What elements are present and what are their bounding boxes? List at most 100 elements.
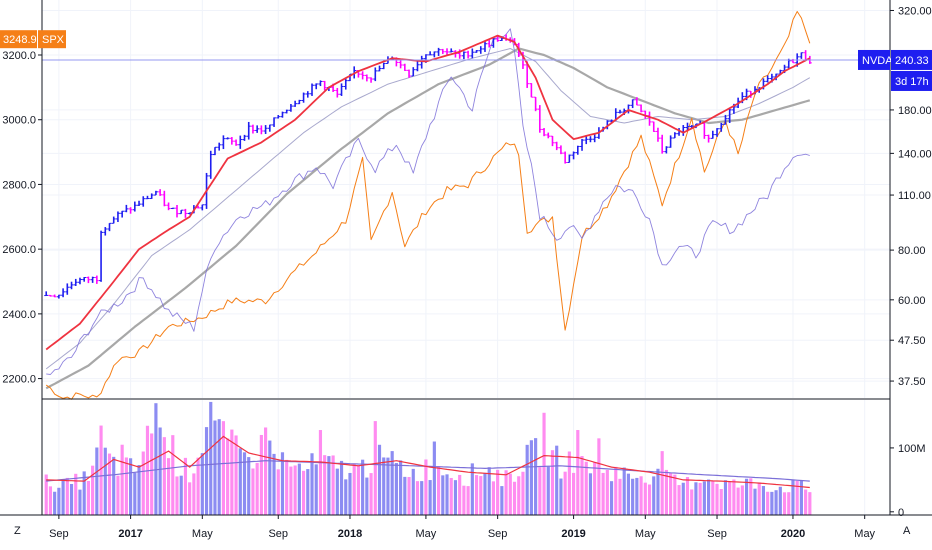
left-tick-label: 3000.0 (2, 115, 36, 127)
volume-bar (631, 478, 635, 515)
price-bar (90, 276, 95, 283)
volume-bar (500, 486, 504, 515)
price-bar (318, 80, 323, 87)
price-bar (56, 294, 61, 299)
spx-label-text: SPX (42, 34, 65, 46)
spx-label-badge (38, 30, 66, 49)
volume-bar (483, 472, 487, 515)
price-bar (77, 277, 82, 285)
volume-bar (285, 459, 289, 515)
price-bar (558, 145, 563, 155)
volume-bar (441, 475, 445, 515)
spx-line (45, 11, 811, 400)
price-bar (132, 201, 137, 212)
auto-scale-button[interactable]: A (903, 525, 911, 537)
x-tick-label: Sep (268, 528, 288, 540)
volume-bar (626, 473, 631, 515)
volume-bar (496, 469, 500, 515)
volume-bar (268, 440, 272, 515)
volume-bar (550, 450, 555, 515)
volume-bar (643, 482, 647, 515)
volume-bar (580, 456, 584, 515)
volume-bar (86, 480, 90, 515)
volume-bar (204, 427, 209, 515)
price-bar (141, 196, 146, 207)
price-bar (111, 216, 116, 224)
price-bar (360, 71, 365, 80)
price-bar (322, 80, 327, 91)
volume-bar (247, 457, 251, 515)
volume-bar (259, 434, 263, 515)
volume-bar (61, 479, 65, 515)
volume-bar (348, 472, 352, 515)
price-bar (170, 207, 175, 210)
price-bar (723, 114, 728, 125)
price-bar (428, 51, 433, 56)
price-bar (149, 193, 154, 200)
volume-bar (462, 485, 466, 515)
volume-bar (635, 477, 639, 515)
left-tick-label: 3200.0 (2, 50, 36, 62)
volume-bar (238, 448, 242, 515)
volume-bar (48, 486, 53, 515)
price-bar (200, 204, 205, 211)
price-bar (246, 121, 251, 140)
price-bar (276, 115, 281, 119)
volume-bar (154, 403, 158, 515)
volume-bar (647, 484, 652, 515)
compare-line (46, 28, 810, 375)
volume-bar (344, 479, 348, 515)
price-bar (411, 67, 416, 77)
zoom-button[interactable]: Z (14, 525, 21, 537)
price-bar (449, 48, 454, 53)
volume-bar (534, 438, 538, 515)
price-bar (617, 109, 622, 114)
price-bar (546, 132, 551, 139)
volume-bar (226, 438, 230, 515)
price-bar (229, 137, 234, 145)
price-bar (381, 62, 386, 70)
price-bar (48, 294, 53, 297)
price-bar (297, 99, 302, 105)
volume-bar (230, 429, 234, 515)
price-bar (533, 96, 538, 112)
volume-bar (82, 471, 86, 515)
price-bar (664, 146, 669, 154)
volume-bar (327, 456, 331, 515)
price-bar (466, 50, 471, 59)
price-bar (284, 109, 289, 114)
volume-bar (652, 476, 656, 515)
price-bar (61, 288, 66, 298)
price-bar (86, 276, 91, 284)
price-bar (339, 83, 344, 96)
volume-bar (791, 479, 795, 515)
volume-bar (677, 485, 681, 515)
volume-bar (681, 482, 685, 515)
volume-bar (213, 420, 217, 515)
volume-bar (761, 486, 766, 515)
price-bar (217, 142, 222, 151)
volume-bar (572, 472, 576, 515)
price-bar (124, 204, 129, 213)
price-bar (491, 37, 496, 48)
volume-bar (732, 479, 736, 515)
price-bar (592, 133, 597, 143)
price-bar (242, 134, 247, 141)
volume-bar (188, 482, 192, 515)
volume-tick-label: 0 (898, 507, 904, 519)
volume-bar (289, 466, 293, 515)
volume-bar (432, 441, 436, 515)
volume-bar (782, 492, 787, 515)
x-tick-label: May (635, 528, 656, 540)
volume-bar (479, 476, 483, 515)
price-bar (660, 134, 665, 154)
volume-bar (639, 476, 643, 515)
volume-bar (293, 465, 297, 515)
price-bar (288, 103, 293, 112)
volume-bar (698, 482, 702, 515)
grid (42, 0, 890, 515)
volume-bar (420, 481, 424, 515)
price-bar (280, 111, 285, 118)
volume-bar (150, 433, 154, 515)
volume-bar (386, 457, 390, 515)
